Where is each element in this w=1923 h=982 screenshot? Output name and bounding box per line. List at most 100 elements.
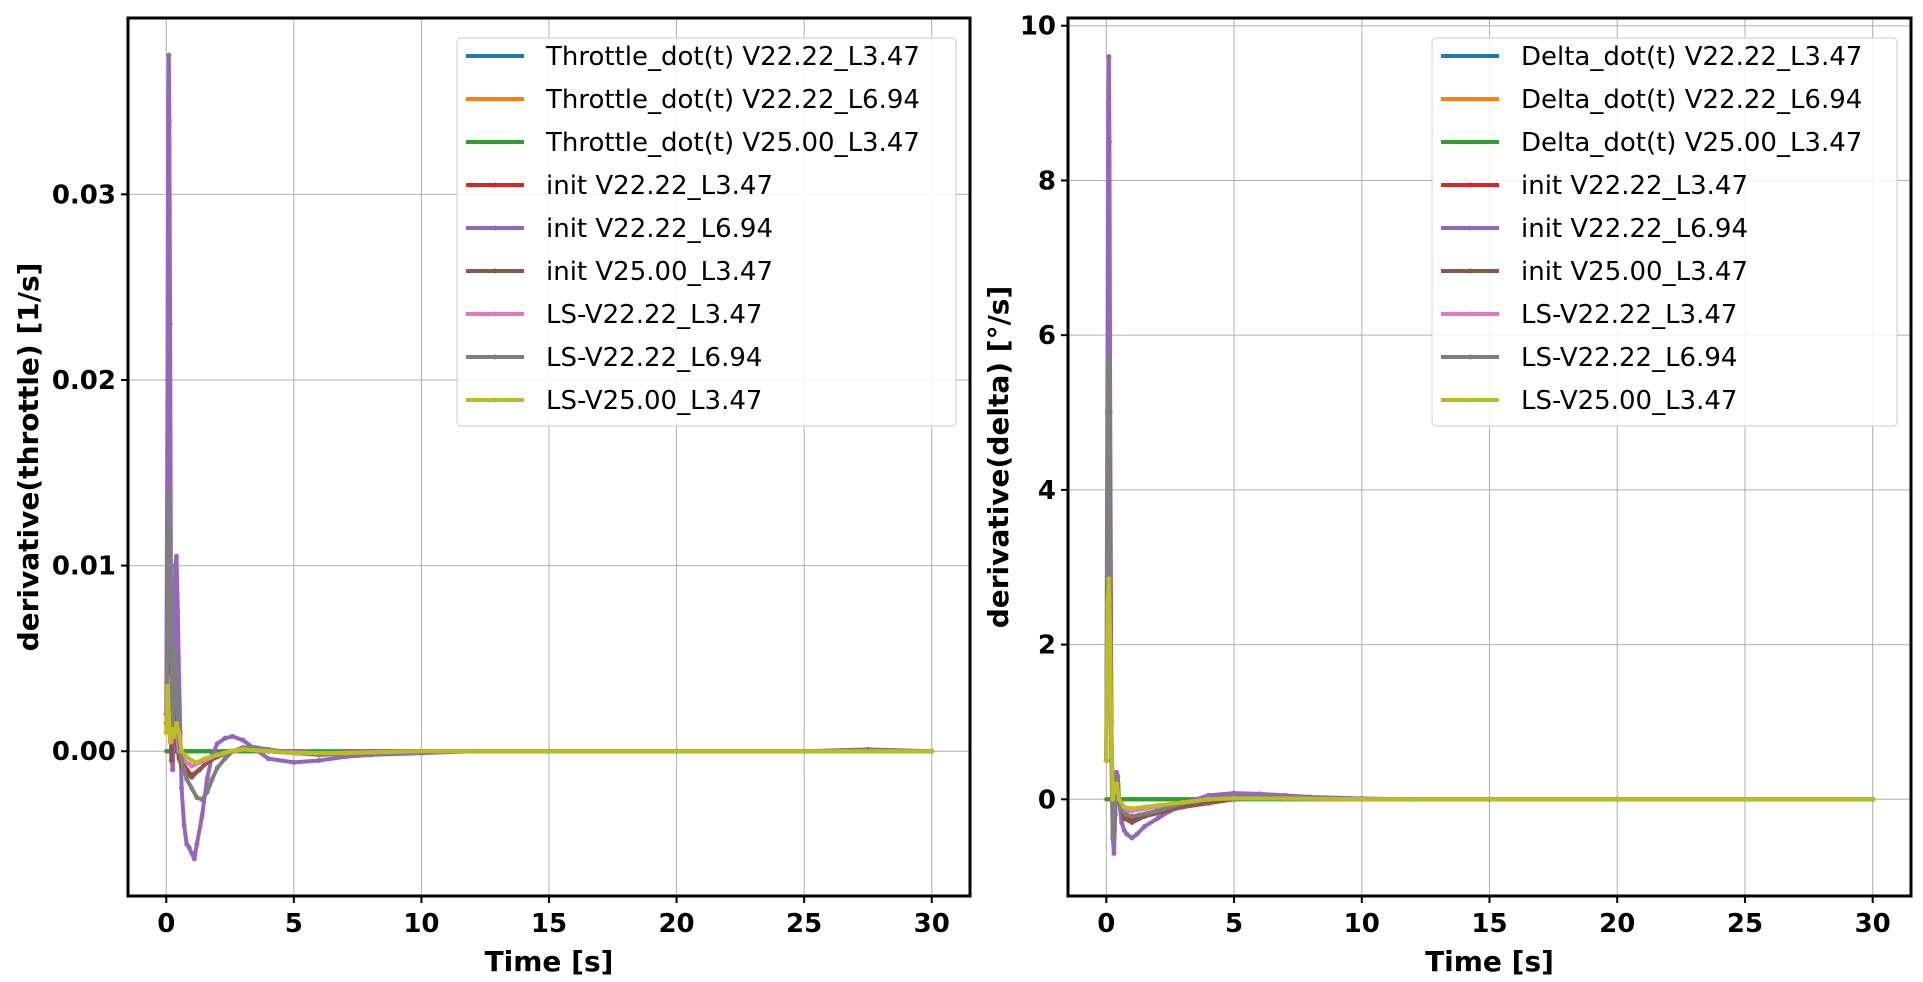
data-point xyxy=(194,841,200,847)
data-point xyxy=(222,756,228,762)
data-point xyxy=(184,841,190,847)
data-point xyxy=(173,674,179,680)
data-point xyxy=(179,748,185,754)
data-point xyxy=(175,609,181,615)
legend-item: LS-V22.22_L3.47 xyxy=(466,300,762,330)
legend-label: Delta_dot(t) V22.22_L6.94 xyxy=(1521,85,1862,115)
throttle-derivative-chart: 0 5 10 15 20 25 30 0.00 0.01 0.02 0.03 Time [s] deri… xyxy=(12,16,972,978)
y-tick-label: 0.03 xyxy=(52,180,116,210)
legend-marker xyxy=(492,397,498,403)
legend-label: init V22.22_L3.47 xyxy=(546,171,773,201)
data-point xyxy=(1119,820,1125,826)
x-tick-label: 10 xyxy=(403,909,439,939)
y-axis-label: derivative(delta) [°/s] xyxy=(982,286,1015,629)
legend: Delta_dot(t) V22.22_L3.47 Delta_dot(t) V2… xyxy=(1431,37,1898,427)
data-point xyxy=(175,711,181,717)
legend-item: init V22.22_L6.94 xyxy=(466,214,773,244)
legend-box xyxy=(456,37,957,427)
data-point xyxy=(1114,769,1120,775)
data-point xyxy=(1231,790,1237,796)
data-point xyxy=(265,748,271,754)
data-point xyxy=(167,321,173,327)
data-point xyxy=(189,763,195,769)
data-point xyxy=(674,748,680,754)
data-point xyxy=(172,563,178,569)
data-point xyxy=(204,789,210,795)
data-point xyxy=(189,774,195,780)
data-point xyxy=(1124,831,1130,837)
legend-item: LS-V22.22_L3.47 xyxy=(1441,300,1737,330)
data-point xyxy=(165,618,171,624)
legend-item: LS-V22.22_L6.94 xyxy=(466,343,762,373)
legend-label: Delta_dot(t) V25.00_L3.47 xyxy=(1521,128,1862,158)
x-tick-label: 0 xyxy=(1097,909,1115,939)
data-point xyxy=(184,776,190,782)
data-point xyxy=(170,767,176,773)
legend-item: Throttle_dot(t) V22.22_L6.94 xyxy=(466,85,920,115)
data-point xyxy=(1180,799,1186,805)
data-point xyxy=(166,711,172,717)
x-tick-label: 30 xyxy=(914,909,950,939)
data-point xyxy=(1119,808,1125,814)
legend-label: init V22.22_L6.94 xyxy=(1521,214,1748,244)
y-tick-label: 10 xyxy=(1020,12,1056,42)
legend-label: LS-V25.00_L3.47 xyxy=(546,386,762,416)
data-point xyxy=(171,693,177,699)
data-point xyxy=(1137,812,1143,818)
legend-item: init V22.22_L3.47 xyxy=(1441,171,1748,201)
legend-marker xyxy=(1467,397,1473,403)
data-point xyxy=(1124,812,1130,818)
x-tick-label: 0 xyxy=(157,909,175,939)
data-point xyxy=(1206,792,1211,798)
data-point xyxy=(1114,773,1120,779)
data-point xyxy=(929,748,935,754)
legend: Throttle_dot(t) V22.22_L3.47 Throttle_dot… xyxy=(456,37,957,427)
data-point xyxy=(179,757,185,763)
data-point xyxy=(165,377,171,383)
legend-item: init V22.22_L6.94 xyxy=(1441,214,1748,244)
data-point xyxy=(1105,603,1111,609)
data-point xyxy=(168,655,174,661)
data-point xyxy=(173,553,179,559)
data-point xyxy=(168,757,174,763)
data-point xyxy=(167,739,173,745)
legend-label: LS-V25.00_L3.47 xyxy=(1521,386,1737,416)
data-point xyxy=(1111,827,1117,833)
legend-marker xyxy=(1467,268,1473,274)
legend-marker xyxy=(1467,182,1473,188)
y-tick-label: 0.00 xyxy=(52,737,116,767)
data-point xyxy=(194,795,200,801)
data-point xyxy=(1106,355,1112,361)
x-tick-label: 20 xyxy=(658,909,694,939)
legend-label: Throttle_dot(t) V22.22_L3.47 xyxy=(545,42,920,72)
data-point xyxy=(1154,808,1160,814)
legend-item: LS-V22.22_L6.94 xyxy=(1441,343,1737,373)
legend-marker xyxy=(492,225,498,231)
data-point xyxy=(291,750,297,756)
data-point xyxy=(1129,820,1135,826)
data-point xyxy=(1129,806,1135,812)
legend-item: Delta_dot(t) V22.22_L3.47 xyxy=(1441,42,1862,72)
data-point xyxy=(801,748,807,754)
data-point xyxy=(186,845,192,851)
legend-item: Throttle_dot(t) V25.00_L3.47 xyxy=(466,128,920,158)
x-tick-label: 15 xyxy=(531,909,567,939)
data-point xyxy=(1108,734,1114,740)
data-point xyxy=(1129,835,1135,841)
data-point xyxy=(265,756,271,762)
data-point xyxy=(1359,796,1365,802)
data-point xyxy=(1121,804,1127,810)
data-point xyxy=(181,822,187,828)
data-point xyxy=(1104,564,1110,570)
series-group xyxy=(1103,54,1876,856)
data-point xyxy=(1154,816,1160,822)
data-point xyxy=(222,735,228,741)
x-axis-label: Time [s] xyxy=(1425,945,1554,978)
data-point xyxy=(1110,835,1116,841)
data-point xyxy=(546,748,552,754)
data-point xyxy=(1106,425,1112,431)
y-tick-label: 0 xyxy=(1038,785,1056,815)
data-point xyxy=(172,646,178,652)
data-point xyxy=(1116,796,1122,802)
